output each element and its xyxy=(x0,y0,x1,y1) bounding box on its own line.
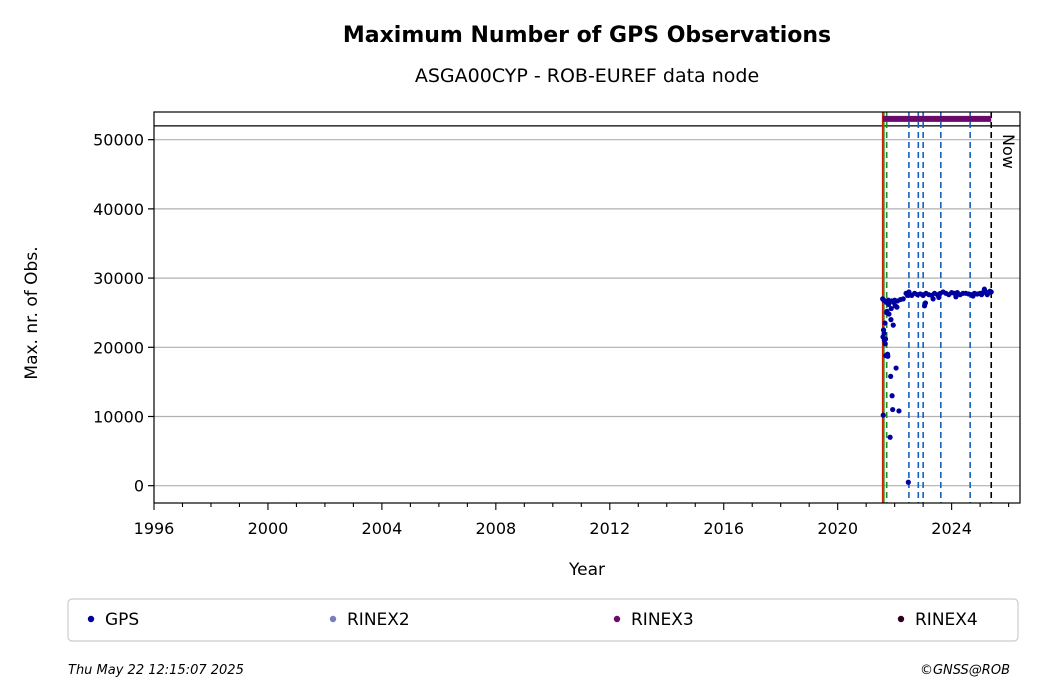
x-tick-label: 2016 xyxy=(703,519,744,538)
plot-frame xyxy=(153,111,1021,504)
legend-marker-rinex2 xyxy=(329,615,337,623)
gps-data-point xyxy=(889,393,895,399)
gps-data-point xyxy=(988,289,994,295)
gps-data-point xyxy=(880,412,886,418)
legend: GPS RINEX2 RINEX3 RINEX4 xyxy=(67,598,1019,642)
y-tick-label: 30000 xyxy=(93,269,144,288)
gps-data-point xyxy=(896,408,902,414)
legend-marker-rinex3 xyxy=(613,615,621,623)
gps-data-point xyxy=(882,336,889,342)
gps-data-point xyxy=(885,353,891,359)
gps-data-point xyxy=(894,304,900,310)
gps-data-point xyxy=(888,305,894,312)
x-tick-label: 2008 xyxy=(475,519,516,538)
gps-data-point xyxy=(886,301,892,307)
chart-subtitle: ASGA00CYP - ROB-EUREF data node xyxy=(415,65,759,87)
legend-marker-rinex4 xyxy=(897,615,905,623)
gps-data-point xyxy=(888,373,894,379)
y-tick-label: 50000 xyxy=(93,131,144,150)
chart-title: Maximum Number of GPS Observations xyxy=(343,23,831,48)
legend-label-rinex3: RINEX3 xyxy=(631,610,694,630)
gps-data-point xyxy=(936,294,942,301)
x-axis-label: Year xyxy=(568,560,605,580)
y-tick-label: 10000 xyxy=(93,407,144,426)
legend-frame xyxy=(67,598,1019,642)
footer-copyright: ©GNSS@ROB xyxy=(920,663,1010,678)
gps-data-point xyxy=(887,434,893,440)
footer-timestamp: Thu May 22 12:15:07 2025 xyxy=(68,663,244,678)
x-tick-label: 2000 xyxy=(248,519,289,538)
x-tick-label: 2024 xyxy=(931,519,972,538)
data-series xyxy=(880,115,994,485)
gps-data-point xyxy=(890,406,896,413)
legend-label-rinex4: RINEX4 xyxy=(915,610,978,630)
gps-data-point xyxy=(905,479,911,485)
gps-data-point xyxy=(880,327,887,333)
y-tick-label: 20000 xyxy=(93,338,144,357)
legend-label-gps: GPS xyxy=(105,610,139,630)
gps-data-point xyxy=(882,341,888,347)
gps-data-point xyxy=(884,310,890,316)
x-tick-label: 2012 xyxy=(589,519,630,538)
gps-data-point xyxy=(922,300,929,306)
x-tick-label: 2020 xyxy=(817,519,858,538)
axis-ticks: 0 10000 20000 30000 40000 50000 1996 2000 2004 20… xyxy=(93,131,1010,538)
legend-marker-gps xyxy=(87,615,95,623)
y-axis-label: Max. nr. of Obs. xyxy=(22,246,42,379)
gps-data-point xyxy=(888,317,894,323)
gridlines xyxy=(154,139,1020,487)
gps-data-point xyxy=(900,296,906,302)
gps-data-point xyxy=(953,294,959,300)
x-tick-label: 2004 xyxy=(362,519,403,538)
legend-label-rinex2: RINEX2 xyxy=(347,610,410,630)
y-tick-label: 0 xyxy=(134,477,144,496)
gps-data-point xyxy=(893,365,899,371)
gps-data-point xyxy=(970,293,976,299)
gps-data-point xyxy=(890,322,896,328)
y-tick-label: 40000 xyxy=(93,200,144,219)
gps-data-point xyxy=(930,296,936,302)
now-label: Now xyxy=(999,134,1018,169)
gps-data-point xyxy=(882,320,888,326)
x-tick-label: 1996 xyxy=(134,519,175,538)
